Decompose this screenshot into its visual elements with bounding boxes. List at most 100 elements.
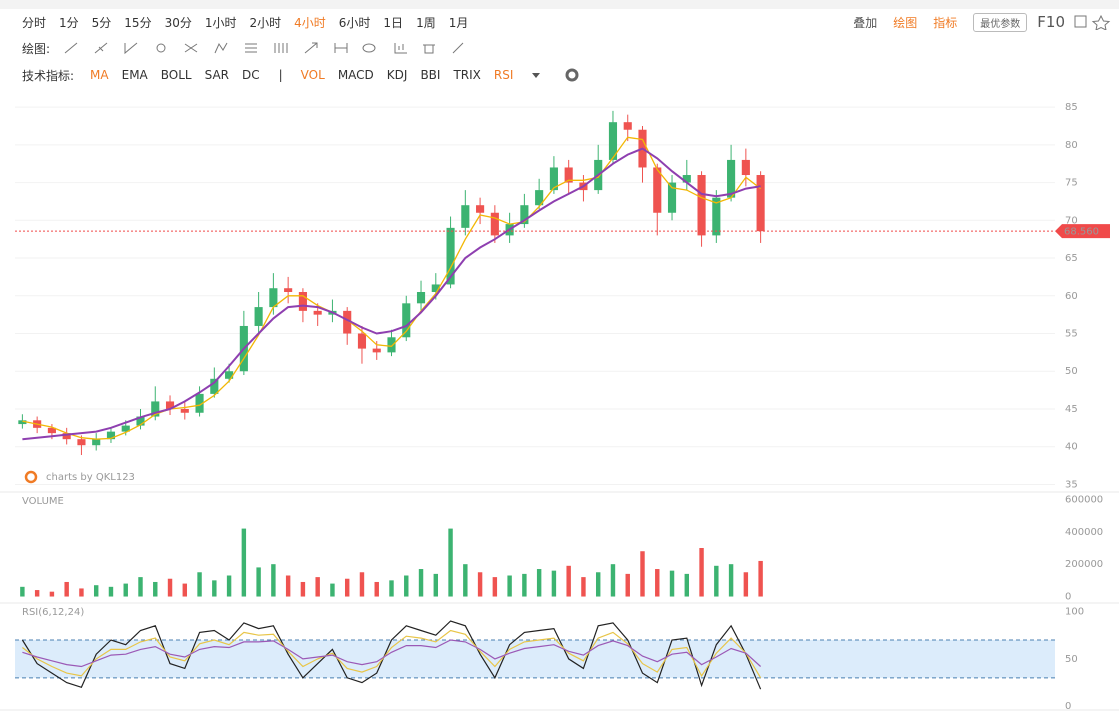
period-tab[interactable]: 6小时	[338, 15, 371, 30]
volume-bar	[566, 565, 571, 597]
volume-bar	[433, 573, 439, 597]
candle-body	[62, 433, 71, 440]
indicator-tab[interactable]: KDJ	[386, 68, 408, 82]
period-tab[interactable]: 2小时	[249, 15, 282, 30]
volume-bar	[492, 577, 498, 597]
tab-strip	[0, 0, 1119, 9]
logo	[24, 470, 38, 484]
period-tab[interactable]: 1分	[59, 15, 79, 30]
volume-bar	[418, 569, 424, 597]
draw-button[interactable]: 绘图	[893, 15, 918, 30]
volume-bar	[625, 573, 630, 597]
indicator-tab[interactable]: VOL	[300, 68, 325, 82]
volume-bar	[728, 564, 734, 597]
period-tab[interactable]: 15分	[124, 15, 152, 30]
indicator-tab[interactable]: EMA	[121, 68, 148, 82]
candle-body	[136, 416, 145, 426]
volume-bar	[669, 570, 675, 597]
volume-bar	[20, 586, 25, 597]
period-tab[interactable]: 分时	[22, 15, 47, 30]
overlay-button[interactable]: 叠加	[853, 15, 878, 30]
best-params-button[interactable]: 最优参数	[973, 12, 1028, 32]
candle-body	[667, 182, 677, 213]
y-tick-label: 85	[1065, 102, 1078, 113]
volume-bar	[374, 581, 379, 597]
candle-body	[121, 425, 130, 432]
period-tab[interactable]: 1月	[448, 15, 469, 30]
candle-body	[756, 175, 765, 232]
volume-bar	[271, 564, 276, 597]
candle-body	[712, 197, 721, 236]
volume-bar	[536, 569, 542, 597]
indicator-tab[interactable]: RSI	[493, 68, 514, 82]
indicator-tab[interactable]: BBI	[420, 68, 441, 82]
volume-bar	[241, 528, 247, 597]
volume-bar	[522, 573, 527, 597]
candle-body	[372, 348, 381, 353]
period-tab[interactable]: 30分	[164, 15, 192, 30]
last-price-label: 68.560	[1064, 227, 1099, 238]
indicator-button[interactable]: 指标	[933, 15, 958, 30]
volume-bar	[610, 564, 616, 597]
volume-bar	[477, 572, 483, 597]
candle-body	[682, 175, 691, 183]
indicator-tab[interactable]: MACD	[337, 68, 374, 82]
candle-body	[490, 212, 499, 236]
y-tick-label: 200000	[1065, 559, 1103, 570]
candle-body	[623, 122, 632, 130]
candle-body	[151, 401, 160, 417]
y-tick-label: 400000	[1065, 527, 1103, 538]
volume-bar	[404, 575, 409, 597]
y-tick-label: 50	[1065, 654, 1078, 665]
volume-bar	[758, 560, 763, 597]
candle-body	[225, 371, 234, 379]
period-tab[interactable]: 1日	[383, 15, 404, 30]
volume-bar	[551, 570, 557, 597]
y-tick-label: 100	[1065, 607, 1084, 618]
indicator-tab[interactable]: MA	[90, 68, 109, 82]
period-tab[interactable]: 1周	[416, 15, 436, 30]
indicator-bar: 技术指标: MA EMA BOLL SAR DC | VOL MACD KDJ BBI TRIX RSI	[22, 65, 586, 85]
candle-body	[476, 205, 485, 213]
candle-body	[77, 439, 86, 446]
volume-bar	[182, 583, 188, 597]
y-tick-label: 45	[1065, 404, 1078, 415]
indicator-tab[interactable]: DC	[242, 68, 260, 82]
volume-bar	[359, 572, 365, 597]
candle-body	[47, 427, 56, 434]
f10-button[interactable]: F10	[1037, 13, 1065, 31]
volume-bar	[64, 581, 69, 597]
candle-body	[461, 205, 470, 228]
pane-title: RSI(6,12,24)	[22, 607, 84, 618]
candle-body	[343, 310, 352, 334]
draw-bar: 绘图:	[22, 38, 563, 58]
volume-bar	[49, 591, 55, 597]
candle-body	[727, 159, 736, 198]
candle-body	[653, 167, 662, 213]
rsi-line	[22, 639, 762, 668]
indicator-tab[interactable]: BOLL	[160, 68, 192, 82]
ma-line	[22, 147, 761, 441]
rsi-line	[21, 620, 762, 690]
period-tab[interactable]: 4小时	[294, 15, 326, 30]
indicator-tab[interactable]: SAR	[204, 68, 229, 82]
last-price-tag	[1055, 224, 1110, 239]
volume-bar	[34, 590, 40, 597]
candle-body	[313, 310, 322, 315]
volume-bar	[197, 572, 202, 597]
period-tab[interactable]: 5分	[91, 15, 112, 30]
candle-body	[106, 431, 116, 440]
volume-bar	[595, 572, 601, 597]
volume-bar	[507, 575, 512, 597]
candle-body	[535, 190, 544, 206]
ma-line	[22, 136, 761, 440]
period-tab[interactable]: 1小时	[204, 15, 237, 30]
volume-bar	[581, 577, 586, 597]
y-tick-label: 70	[1065, 215, 1078, 226]
y-tick-label: 35	[1065, 479, 1078, 490]
volume-bar	[226, 575, 232, 597]
draw-label: 绘图:	[22, 41, 51, 56]
volume-bar	[285, 575, 291, 597]
draw-tools	[64, 42, 464, 55]
indicator-tab[interactable]: TRIX	[453, 68, 481, 82]
